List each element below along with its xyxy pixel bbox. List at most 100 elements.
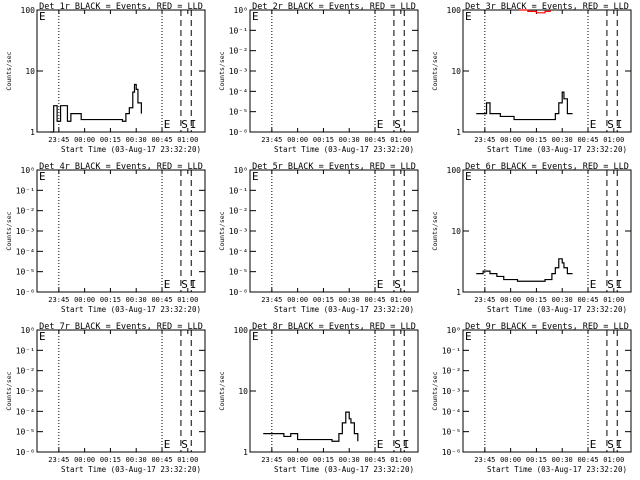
plot-frame <box>249 169 419 293</box>
y-axis-label: Counts/sec <box>5 371 13 410</box>
y-tick-label: 10 <box>451 67 461 76</box>
x-tick-label: 00:45 <box>151 296 172 304</box>
x-tick-label: 00:30 <box>339 296 360 304</box>
chart-panel-4: Det 4r BLACK = Events, RED = LLD Counts/s… <box>5 162 206 314</box>
x-tick-label: 23:45 <box>48 456 69 464</box>
plot-frame <box>462 169 632 293</box>
y-axis-label: Counts/sec <box>431 51 439 90</box>
x-tick-label: 00:15 <box>313 136 334 144</box>
x-tick-label: 01:00 <box>603 456 624 464</box>
y-tick-label: 10⁻⁵ <box>16 268 35 277</box>
plot-frame <box>36 169 206 293</box>
chart-title: Det 8r BLACK = Events, RED = LLD <box>252 322 416 332</box>
x-axis-label: Start Time (03-Aug-17 23:32:20) <box>487 145 627 154</box>
x-axis-label: Start Time (03-Aug-17 23:32:20) <box>61 145 201 154</box>
x-tick-label: 00:30 <box>339 456 360 464</box>
plot-frame <box>249 9 419 133</box>
y-tick-label: 10⁻² <box>229 47 248 56</box>
marker-S: S <box>394 118 401 131</box>
chart-title: Det 1r BLACK = Events, RED = LLD <box>39 2 203 12</box>
chart-title: Det 4r BLACK = Events, RED = LLD <box>39 162 203 172</box>
marker-E: E <box>465 330 472 343</box>
marker-I: I <box>190 118 197 131</box>
x-axis-label: Start Time (03-Aug-17 23:32:20) <box>61 305 201 314</box>
chart-panel-7: Det 7r BLACK = Events, RED = LLD Counts/s… <box>5 322 206 474</box>
chart-panel-5: Det 5r BLACK = Events, RED = LLD Counts/s… <box>218 162 419 314</box>
y-tick-label: 10⁻¹ <box>229 186 248 195</box>
y-tick-label: 1 <box>456 128 461 137</box>
marker-E: E <box>164 278 171 291</box>
y-tick-label: 10⁰ <box>21 326 35 335</box>
marker-E: E <box>252 330 259 343</box>
y-tick-label: 10⁰ <box>234 6 248 15</box>
y-tick-label: 10⁻¹ <box>442 346 461 355</box>
marker-E: E <box>590 278 597 291</box>
chart-panel-3: Det 3r BLACK = Events, RED = LLD Counts/s… <box>431 2 632 154</box>
x-tick-label: 23:45 <box>261 296 282 304</box>
marker-E: E <box>39 330 46 343</box>
chart-title: Det 2r BLACK = Events, RED = LLD <box>252 2 416 12</box>
marker-E: E <box>377 118 384 131</box>
plot-frame <box>462 9 632 133</box>
x-tick-label: 01:00 <box>390 136 411 144</box>
marker-E: E <box>377 438 384 451</box>
x-tick-label: 23:45 <box>48 296 69 304</box>
y-axis-label: Counts/sec <box>218 371 226 410</box>
y-axis-label: Counts/sec <box>431 371 439 410</box>
x-tick-label: 01:00 <box>390 456 411 464</box>
marker-S: S <box>181 118 188 131</box>
y-axis-label: Counts/sec <box>218 211 226 250</box>
x-tick-label: 01:00 <box>603 136 624 144</box>
x-tick-label: 00:45 <box>364 456 385 464</box>
y-tick-label: 10⁰ <box>21 166 35 175</box>
y-tick-label: 10⁻² <box>229 207 248 216</box>
x-tick-label: 01:00 <box>177 456 198 464</box>
y-tick-label: 10⁻⁶ <box>229 288 248 297</box>
x-tick-label: 00:30 <box>126 456 147 464</box>
chart-panel-8: Det 8r BLACK = Events, RED = LLD Counts/s… <box>218 322 419 474</box>
y-tick-label: 1 <box>456 288 461 297</box>
y-tick-label: 10⁻¹ <box>16 186 35 195</box>
marker-E: E <box>590 438 597 451</box>
x-tick-label: 00:00 <box>287 136 308 144</box>
x-tick-label: 00:00 <box>74 296 95 304</box>
chart-panel-6: Det 6r BLACK = Events, RED = LLD Counts/s… <box>431 162 632 314</box>
x-tick-label: 00:00 <box>74 456 95 464</box>
x-tick-label: 00:00 <box>500 136 521 144</box>
y-tick-label: 10⁻³ <box>16 387 35 396</box>
y-tick-label: 10⁻¹ <box>229 26 248 35</box>
marker-E: E <box>39 10 46 23</box>
x-tick-label: 00:30 <box>339 136 360 144</box>
marker-I: I <box>190 278 197 291</box>
chart-panel-1: Det 1r BLACK = Events, RED = LLD Counts/s… <box>5 2 206 154</box>
x-tick-label: 00:00 <box>287 296 308 304</box>
plot-frame <box>36 329 206 453</box>
marker-S: S <box>181 438 188 451</box>
marker-I: I <box>403 438 410 451</box>
chart-title: Det 7r BLACK = Events, RED = LLD <box>39 322 203 332</box>
chart-title: Det 3r BLACK = Events, RED = LLD <box>465 2 629 12</box>
y-tick-label: 10⁻⁵ <box>442 428 461 437</box>
marker-E: E <box>164 438 171 451</box>
x-tick-label: 23:45 <box>261 456 282 464</box>
y-axis-label: Counts/sec <box>218 51 226 90</box>
y-tick-label: 10⁻⁵ <box>229 268 248 277</box>
x-tick-label: 00:30 <box>552 136 573 144</box>
x-tick-label: 00:45 <box>151 456 172 464</box>
x-tick-label: 01:00 <box>603 296 624 304</box>
x-tick-label: 23:45 <box>474 136 495 144</box>
x-tick-label: 00:45 <box>151 136 172 144</box>
y-tick-label: 10⁻³ <box>229 67 248 76</box>
x-tick-label: 00:45 <box>577 296 598 304</box>
chart-title: Det 5r BLACK = Events, RED = LLD <box>252 162 416 172</box>
x-tick-label: 00:30 <box>126 136 147 144</box>
marker-S: S <box>607 118 614 131</box>
marker-E: E <box>377 278 384 291</box>
marker-E: E <box>465 10 472 23</box>
x-tick-label: 00:15 <box>526 456 547 464</box>
x-tick-label: 01:00 <box>177 296 198 304</box>
y-tick-label: 10⁻¹ <box>16 346 35 355</box>
x-tick-label: 01:00 <box>177 136 198 144</box>
y-tick-label: 10⁻² <box>16 207 35 216</box>
